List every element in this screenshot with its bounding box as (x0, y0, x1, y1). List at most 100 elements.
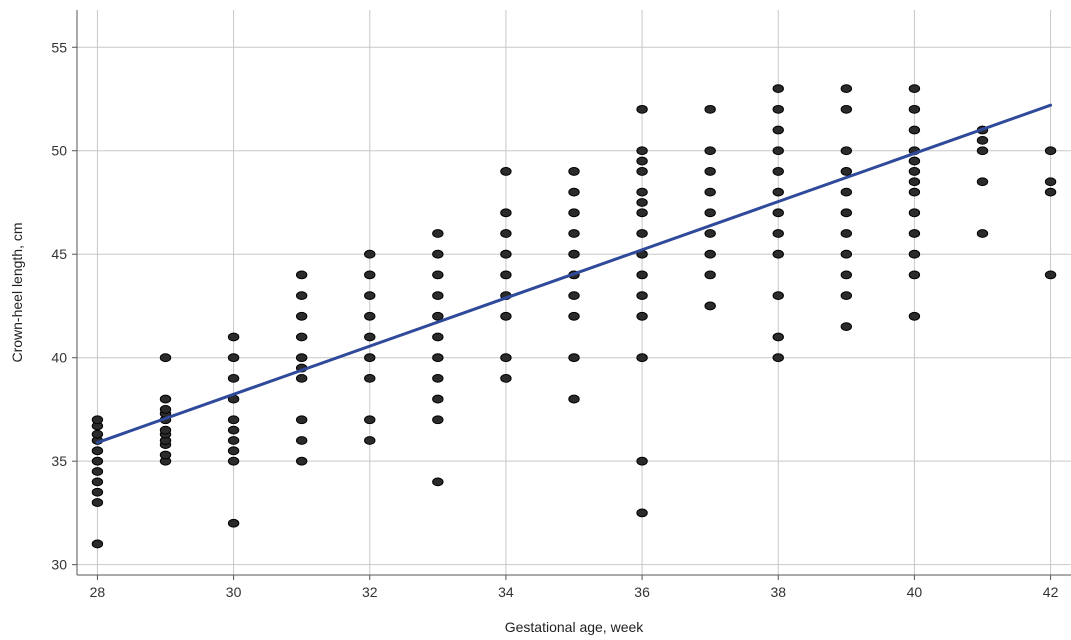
data-point-115 (772, 104, 784, 114)
data-point-140 (908, 84, 921, 94)
data-point-91 (636, 187, 648, 197)
data-point-19 (159, 405, 172, 414)
data-point-81 (636, 508, 648, 518)
data-point-57 (432, 311, 444, 321)
data-point-92 (636, 167, 648, 176)
data-point-142 (976, 177, 989, 187)
data-point-64 (500, 311, 512, 321)
data-point-124 (840, 167, 853, 176)
data-point-59 (432, 270, 444, 280)
data-point-147 (1044, 187, 1057, 197)
data-point-35 (295, 373, 308, 383)
data-point-30 (227, 353, 240, 363)
data-point-103 (704, 146, 716, 156)
data-point-100 (704, 208, 716, 218)
data-point-26 (227, 425, 240, 435)
data-point-125 (840, 146, 853, 156)
x-tick-label-4: 36 (634, 584, 650, 600)
data-point-38 (295, 332, 308, 342)
data-point-93 (636, 156, 648, 166)
regression-line-group (95, 103, 1053, 445)
data-point-97 (704, 270, 716, 280)
data-point-1 (91, 498, 104, 507)
data-point-37 (295, 353, 308, 363)
data-point-74 (568, 291, 580, 301)
data-point-101 (704, 187, 716, 197)
data-point-107 (772, 291, 784, 301)
data-point-80 (568, 167, 580, 176)
data-point-16 (159, 425, 172, 435)
data-point-76 (568, 249, 580, 259)
y-tick-label-2: 40 (51, 350, 67, 366)
data-point-2 (91, 487, 104, 497)
data-point-51 (432, 477, 444, 487)
data-point-10 (91, 415, 104, 425)
data-point-43 (364, 415, 376, 425)
data-point-106 (772, 332, 784, 342)
data-point-84 (636, 311, 648, 321)
data-point-47 (364, 311, 376, 321)
y-tick-label-5: 55 (51, 39, 67, 55)
data-point-148 (1044, 177, 1057, 187)
data-point-21 (159, 353, 172, 363)
x-tick-label-0: 28 (90, 584, 106, 600)
data-point-94 (636, 146, 648, 156)
data-point-82 (636, 456, 648, 466)
data-point-88 (636, 229, 648, 238)
x-tick-label-5: 38 (770, 584, 786, 600)
data-point-136 (908, 156, 921, 166)
data-point-54 (432, 373, 444, 383)
data-point-77 (568, 229, 580, 238)
axes (72, 10, 1071, 580)
data-point-25 (227, 436, 240, 445)
data-point-85 (636, 291, 648, 301)
data-point-127 (840, 84, 853, 94)
data-point-104 (704, 104, 716, 114)
data-point-32 (295, 456, 308, 466)
data-point-48 (364, 291, 376, 301)
data-point-143 (976, 146, 989, 156)
data-point-86 (636, 270, 648, 280)
data-point-55 (432, 353, 444, 363)
data-point-56 (432, 332, 444, 342)
data-point-78 (568, 208, 580, 218)
x-tick-label-7: 42 (1043, 584, 1059, 600)
data-point-58 (432, 291, 444, 301)
data-point-139 (908, 104, 921, 114)
regression-line (95, 103, 1053, 445)
data-point-128 (908, 311, 921, 321)
data-point-131 (908, 229, 921, 238)
data-point-24 (227, 446, 240, 456)
data-point-67 (500, 249, 512, 259)
data-point-72 (568, 353, 580, 363)
data-point-69 (500, 208, 512, 218)
data-point-95 (636, 104, 648, 114)
data-point-31 (227, 332, 240, 342)
data-point-109 (772, 229, 784, 238)
data-point-0 (91, 539, 104, 549)
data-point-133 (908, 187, 921, 197)
data-point-70 (500, 167, 512, 176)
data-point-141 (976, 229, 989, 238)
data-point-117 (840, 322, 853, 332)
data-point-110 (772, 208, 784, 218)
data-point-68 (500, 229, 512, 238)
data-point-73 (568, 311, 580, 321)
data-point-126 (840, 104, 853, 114)
data-point-62 (500, 373, 512, 383)
data-point-46 (364, 332, 376, 342)
data-point-105 (772, 353, 784, 363)
data-point-114 (772, 125, 784, 135)
data-point-60 (432, 249, 444, 259)
data-point-29 (227, 373, 240, 383)
x-tick-label-3: 34 (498, 584, 514, 600)
y-tick-label-0: 30 (51, 557, 67, 573)
data-point-49 (364, 270, 376, 280)
data-point-3 (91, 477, 104, 487)
data-point-83 (636, 353, 648, 363)
data-point-39 (295, 311, 308, 321)
data-point-102 (704, 167, 716, 176)
data-point-4 (91, 467, 104, 476)
data-point-121 (840, 229, 853, 238)
